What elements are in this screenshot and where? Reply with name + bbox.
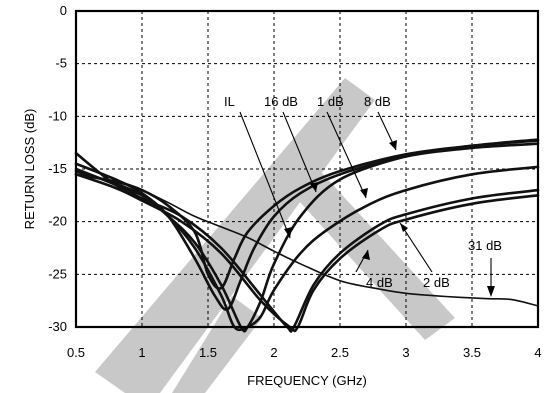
- y-tick-label: -30: [48, 319, 67, 334]
- arrowhead-1db: [360, 188, 368, 198]
- annotation-2db: 2 dB: [423, 275, 450, 290]
- series-curves: [74, 138, 540, 333]
- arrowhead-il: [284, 227, 292, 238]
- x-tick-label: 2.5: [331, 345, 349, 360]
- annotation-1db: 1 dB: [317, 94, 344, 109]
- x-tick-label: 0.5: [67, 345, 85, 360]
- arrow-il: [239, 111, 291, 239]
- y-tick-label: -20: [48, 214, 67, 229]
- y-tick-label: -10: [48, 108, 67, 123]
- arrowhead-16db: [310, 182, 318, 192]
- arrow-1db: [326, 111, 367, 199]
- annotation-il: IL: [224, 94, 235, 109]
- arrowhead-4db: [362, 250, 370, 260]
- annotation-31db: 31 dB: [468, 238, 502, 253]
- arrowhead-2db: [400, 223, 408, 232]
- annotation-4db: 4 dB: [366, 275, 393, 290]
- x-tick-label: 3.5: [463, 345, 481, 360]
- y-axis-ticks: 0 -5 -10 -15 -20 -25 -30: [48, 3, 67, 334]
- plot-frame: [74, 9, 540, 329]
- x-tick-label: 4: [534, 345, 541, 360]
- arrow-16db: [282, 111, 317, 193]
- arrowhead-8db: [389, 140, 397, 150]
- series-line-31db: [75, 162, 539, 307]
- arrow-2db: [399, 222, 433, 273]
- x-axis-label: FREQUENCY (GHz): [247, 373, 367, 388]
- y-tick-label: -25: [48, 266, 67, 281]
- annotation-16db: 16 dB: [264, 94, 298, 109]
- annotation-8db: 8 dB: [364, 94, 391, 109]
- annotations: IL 16 dB 1 dB 8 dB 4 dB 2 dB 31 dB: [224, 94, 502, 297]
- arrowhead-31db: [487, 286, 495, 297]
- x-tick-label: 1.5: [199, 345, 217, 360]
- series-line-4db: [74, 167, 540, 333]
- x-axis-ticks: 0.5 1 1.5 2 2.5 3 3.5 4: [67, 345, 542, 360]
- y-tick-label: -5: [55, 56, 67, 71]
- x-tick-label: 3: [402, 345, 409, 360]
- x-tick-label: 1: [138, 345, 145, 360]
- y-axis-label: RETURN LOSS (dB): [22, 109, 37, 230]
- x-tick-label: 2: [270, 345, 277, 360]
- series-line-2db: [74, 173, 540, 333]
- y-tick-label: -15: [48, 161, 67, 176]
- y-tick-label: 0: [60, 3, 67, 18]
